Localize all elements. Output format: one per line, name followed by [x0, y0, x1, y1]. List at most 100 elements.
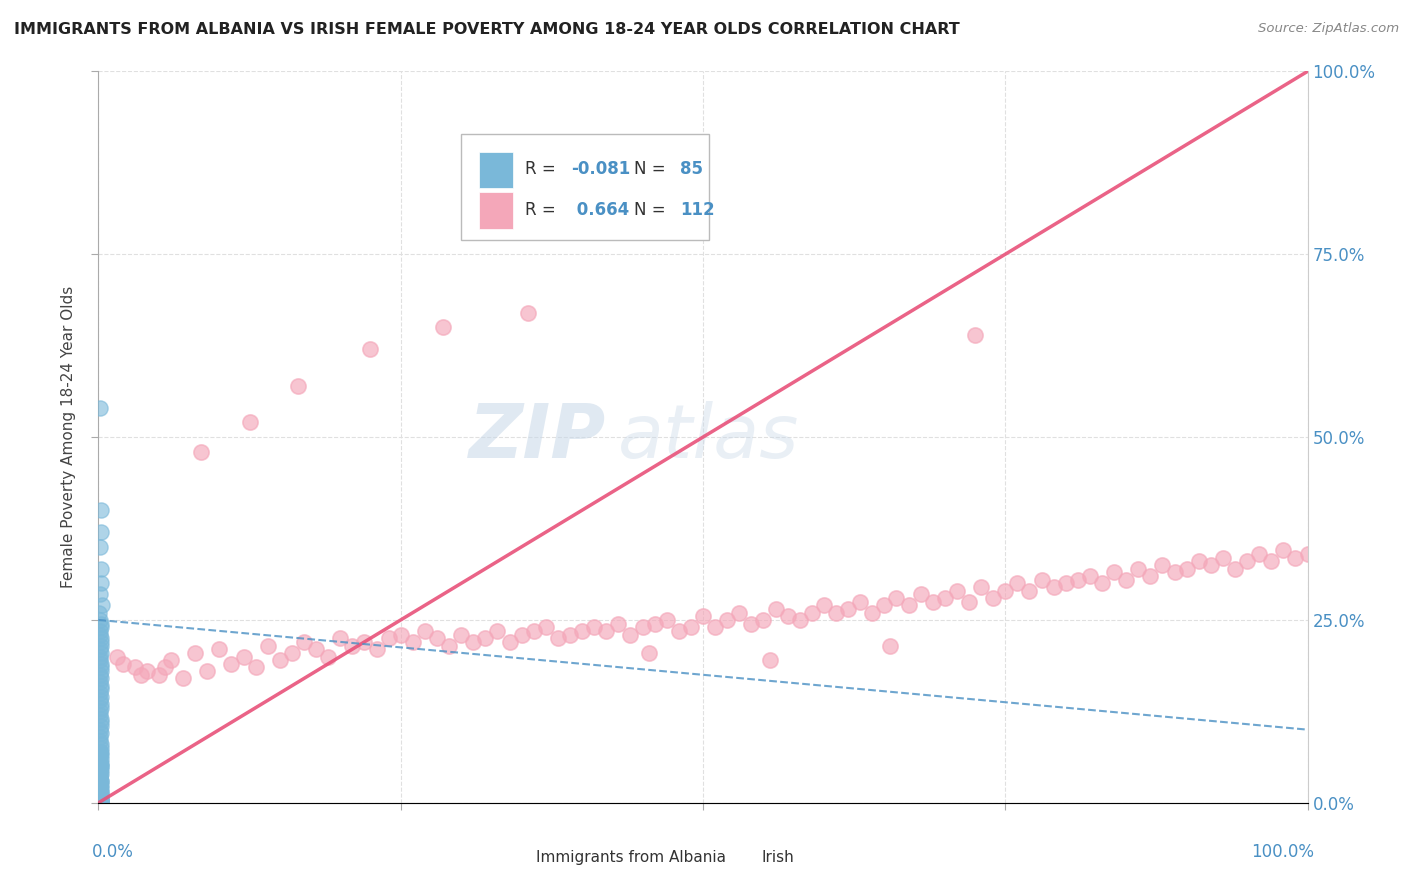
FancyBboxPatch shape — [479, 192, 513, 228]
Point — [90, 789, 112, 803]
Text: 100.0%: 100.0% — [1250, 843, 1313, 861]
Point — [758, 653, 780, 667]
Point — [740, 616, 762, 631]
Point — [1199, 558, 1222, 573]
Text: Source: ZipAtlas.com: Source: ZipAtlas.com — [1258, 22, 1399, 36]
Text: IMMIGRANTS FROM ALBANIA VS IRISH FEMALE POVERTY AMONG 18-24 YEAR OLDS CORRELATIO: IMMIGRANTS FROM ALBANIA VS IRISH FEMALE … — [14, 22, 960, 37]
Point — [89, 752, 111, 766]
Point — [89, 795, 111, 809]
Point — [316, 649, 339, 664]
Point — [965, 327, 987, 342]
Point — [360, 343, 382, 357]
Point — [89, 587, 111, 601]
Point — [860, 606, 883, 620]
Text: ZIP: ZIP — [470, 401, 606, 474]
Point — [89, 686, 111, 700]
Point — [129, 667, 152, 681]
Point — [90, 781, 112, 796]
FancyBboxPatch shape — [461, 134, 709, 240]
Point — [90, 620, 112, 634]
Point — [89, 778, 111, 792]
Point — [90, 785, 112, 799]
Point — [1249, 547, 1271, 561]
Point — [679, 620, 702, 634]
Point — [571, 624, 593, 638]
Point — [1152, 558, 1174, 573]
Point — [558, 627, 581, 641]
Point — [1139, 569, 1161, 583]
Point — [89, 642, 111, 657]
Point — [89, 794, 111, 808]
Point — [704, 620, 727, 634]
Point — [89, 789, 111, 803]
Point — [879, 639, 901, 653]
Point — [90, 672, 112, 686]
Point — [90, 794, 112, 808]
Point — [607, 616, 630, 631]
Point — [1175, 562, 1198, 576]
Point — [437, 639, 460, 653]
Point — [190, 444, 212, 458]
Point — [1223, 562, 1246, 576]
Point — [595, 624, 617, 638]
Point — [776, 609, 799, 624]
Point — [1102, 566, 1125, 580]
Point — [287, 379, 309, 393]
FancyBboxPatch shape — [503, 850, 530, 866]
Point — [1007, 576, 1029, 591]
Point — [90, 719, 112, 733]
Point — [474, 632, 496, 646]
Point — [90, 726, 112, 740]
Point — [89, 613, 111, 627]
Point — [800, 606, 823, 620]
Point — [90, 794, 112, 808]
Point — [90, 682, 112, 697]
Point — [994, 583, 1017, 598]
Text: atlas: atlas — [619, 401, 800, 473]
Point — [105, 649, 128, 664]
Point — [450, 627, 472, 641]
Point — [89, 653, 111, 667]
Point — [692, 609, 714, 624]
Point — [90, 660, 112, 674]
Point — [90, 737, 112, 751]
Point — [516, 306, 538, 320]
Point — [486, 624, 509, 638]
Point — [89, 705, 111, 719]
Point — [910, 587, 932, 601]
Point — [90, 646, 112, 660]
Point — [89, 624, 111, 638]
Point — [89, 789, 111, 803]
Point — [89, 781, 111, 796]
Point — [90, 756, 112, 770]
Point — [90, 766, 112, 780]
Text: 0.0%: 0.0% — [93, 843, 134, 861]
Text: 0.664: 0.664 — [571, 201, 630, 219]
Point — [1188, 554, 1211, 568]
Point — [90, 785, 112, 799]
Point — [89, 693, 111, 707]
Point — [619, 627, 641, 641]
Point — [432, 320, 454, 334]
Text: R =: R = — [526, 160, 561, 178]
Point — [89, 770, 111, 784]
Point — [305, 642, 328, 657]
Point — [89, 756, 111, 770]
Point — [970, 580, 993, 594]
Point — [135, 664, 157, 678]
Point — [90, 503, 112, 517]
Point — [90, 700, 112, 714]
Point — [90, 690, 112, 704]
Point — [89, 723, 111, 737]
Point — [90, 759, 112, 773]
Point — [89, 763, 111, 777]
Point — [1078, 569, 1101, 583]
Point — [1236, 554, 1258, 568]
Point — [90, 748, 112, 763]
Point — [90, 745, 112, 759]
Point — [1054, 576, 1077, 591]
Point — [90, 639, 112, 653]
Point — [232, 649, 254, 664]
Point — [90, 789, 112, 804]
Point — [849, 594, 872, 608]
